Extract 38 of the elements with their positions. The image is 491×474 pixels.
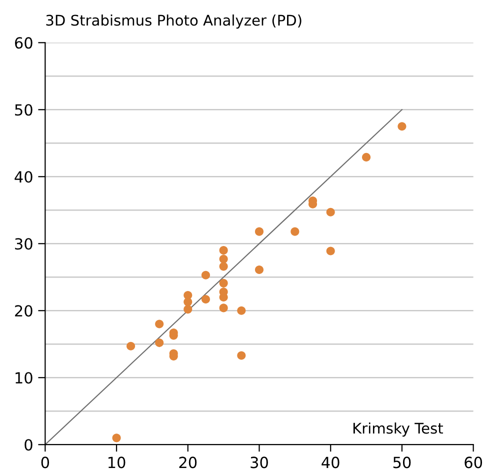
y-tick-label: 40 bbox=[14, 171, 32, 183]
point bbox=[184, 298, 192, 306]
point bbox=[362, 152, 371, 162]
y-tick-label: 30 bbox=[15, 238, 32, 250]
point bbox=[326, 208, 335, 216]
x-tick-label: 30 bbox=[250, 456, 268, 468]
point bbox=[237, 351, 246, 360]
y-tick-label: 20 bbox=[15, 305, 32, 317]
y-axis-title: 3D Strabismus Photo Analyzer (PD) bbox=[46, 14, 302, 29]
point bbox=[219, 254, 228, 264]
point bbox=[237, 306, 246, 315]
point bbox=[219, 278, 228, 288]
point bbox=[254, 265, 264, 274]
point bbox=[126, 342, 136, 350]
point bbox=[219, 262, 228, 271]
x-tick-label: 50 bbox=[393, 456, 411, 468]
x-tick-label: 10 bbox=[108, 456, 126, 468]
point bbox=[254, 227, 264, 236]
y-tick-label: 50 bbox=[15, 104, 32, 116]
point bbox=[290, 227, 300, 236]
point bbox=[219, 246, 228, 255]
x-axis-title: Krimsky Test bbox=[353, 422, 444, 437]
point bbox=[326, 246, 335, 256]
point bbox=[112, 434, 121, 442]
point bbox=[219, 304, 228, 312]
point bbox=[201, 294, 210, 304]
x-tick-label: 60 bbox=[464, 456, 482, 468]
x-tick-label: 20 bbox=[179, 456, 197, 468]
point bbox=[398, 122, 406, 131]
y-tick-label: 10 bbox=[16, 372, 32, 384]
point bbox=[184, 305, 192, 314]
point bbox=[155, 320, 164, 328]
x-tick-label: 0 bbox=[41, 456, 50, 468]
x-tick-label: 40 bbox=[322, 456, 340, 468]
y-tick-label: 60 bbox=[14, 37, 32, 49]
y-tick-label: 0 bbox=[24, 439, 32, 451]
point bbox=[201, 270, 210, 280]
point bbox=[155, 338, 164, 348]
